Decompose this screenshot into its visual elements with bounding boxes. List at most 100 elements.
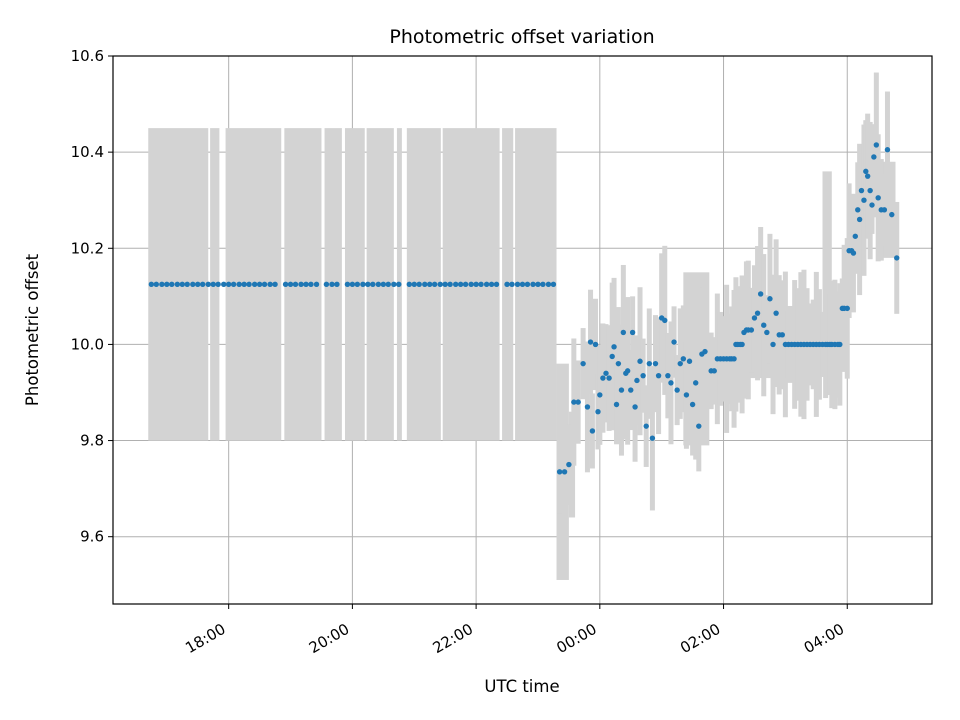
data-point <box>174 281 181 288</box>
data-point <box>751 315 758 321</box>
data-point <box>184 281 190 288</box>
y-tick-label: 10.6 <box>71 47 104 65</box>
data-point <box>693 380 699 386</box>
data-point <box>396 281 402 288</box>
data-point <box>556 469 563 475</box>
data-point <box>575 399 581 405</box>
data-point <box>779 332 786 338</box>
data-point <box>634 377 640 384</box>
data-point <box>894 255 900 261</box>
data-point <box>580 360 586 367</box>
data-point <box>683 392 690 398</box>
data-point <box>205 281 211 288</box>
plot-frame <box>112 55 933 605</box>
data-point <box>256 281 263 288</box>
data-point <box>629 329 636 336</box>
data-point <box>739 341 745 348</box>
data-point <box>731 356 737 362</box>
data-point <box>869 202 875 208</box>
data-point <box>303 281 309 288</box>
data-point <box>298 281 304 288</box>
data-point <box>686 358 693 364</box>
data-point <box>427 281 433 288</box>
data-point <box>671 339 677 345</box>
data-point <box>652 360 659 367</box>
data-point <box>473 281 479 288</box>
y-tick-label: 10.2 <box>71 239 104 257</box>
y-axis: 9.6 9.8 10.0 10.2 10.4 10.6 <box>71 47 113 546</box>
data-point <box>677 360 683 367</box>
data-point <box>665 372 671 379</box>
data-point <box>689 401 696 408</box>
data-point <box>767 296 773 302</box>
data-point <box>380 281 387 288</box>
data-point <box>153 281 160 288</box>
data-point <box>566 461 572 468</box>
data-point <box>514 281 521 288</box>
data-point <box>282 281 289 288</box>
data-point <box>210 281 216 288</box>
data-point <box>584 404 591 410</box>
data-point <box>861 197 867 203</box>
data-point <box>447 281 453 288</box>
data-point <box>509 281 515 288</box>
data-point <box>655 372 662 379</box>
data-point <box>236 281 242 288</box>
data-point <box>757 291 764 297</box>
data-point <box>164 281 170 288</box>
data-point <box>550 281 557 288</box>
data-point <box>452 281 459 288</box>
data-point <box>764 329 770 336</box>
data-point <box>587 339 594 345</box>
data-point <box>646 360 653 367</box>
data-point <box>524 281 531 288</box>
error-bar-block <box>822 171 832 335</box>
data-point <box>674 387 680 393</box>
data-point <box>344 281 351 288</box>
data-point <box>530 281 536 288</box>
data-point <box>618 387 625 393</box>
data-point <box>478 281 484 288</box>
data-point <box>668 380 674 386</box>
data-point <box>313 281 320 288</box>
chart-title: Photometric offset variation <box>389 26 654 48</box>
data-points <box>148 142 900 475</box>
data-point <box>773 310 779 316</box>
data-point <box>611 344 617 350</box>
data-point <box>493 281 500 288</box>
data-point <box>251 281 258 288</box>
data-point <box>241 281 247 288</box>
data-point <box>267 281 273 288</box>
data-point <box>609 353 615 360</box>
data-point <box>462 281 469 288</box>
data-point <box>600 375 606 381</box>
x-axis-label: UTC time <box>484 677 559 696</box>
data-point <box>179 281 185 288</box>
data-point <box>365 281 371 288</box>
data-point <box>761 322 767 328</box>
data-point <box>272 281 278 288</box>
data-point <box>881 207 888 213</box>
data-point <box>884 147 891 153</box>
data-point <box>169 281 175 288</box>
data-point <box>190 281 196 288</box>
data-point <box>385 281 391 288</box>
data-point <box>535 281 541 288</box>
data-point <box>696 423 702 429</box>
data-point <box>649 435 656 441</box>
data-point <box>561 469 568 475</box>
data-point <box>354 281 361 288</box>
data-point <box>837 341 843 348</box>
data-point <box>504 281 510 288</box>
data-point <box>680 356 687 362</box>
data-point <box>770 341 776 348</box>
data-point <box>858 187 865 194</box>
data-point <box>702 348 708 355</box>
data-point <box>863 168 869 175</box>
data-point <box>571 399 577 405</box>
data-point <box>711 368 717 374</box>
data-point <box>457 281 464 288</box>
data-point <box>875 195 881 201</box>
data-point <box>595 409 601 415</box>
